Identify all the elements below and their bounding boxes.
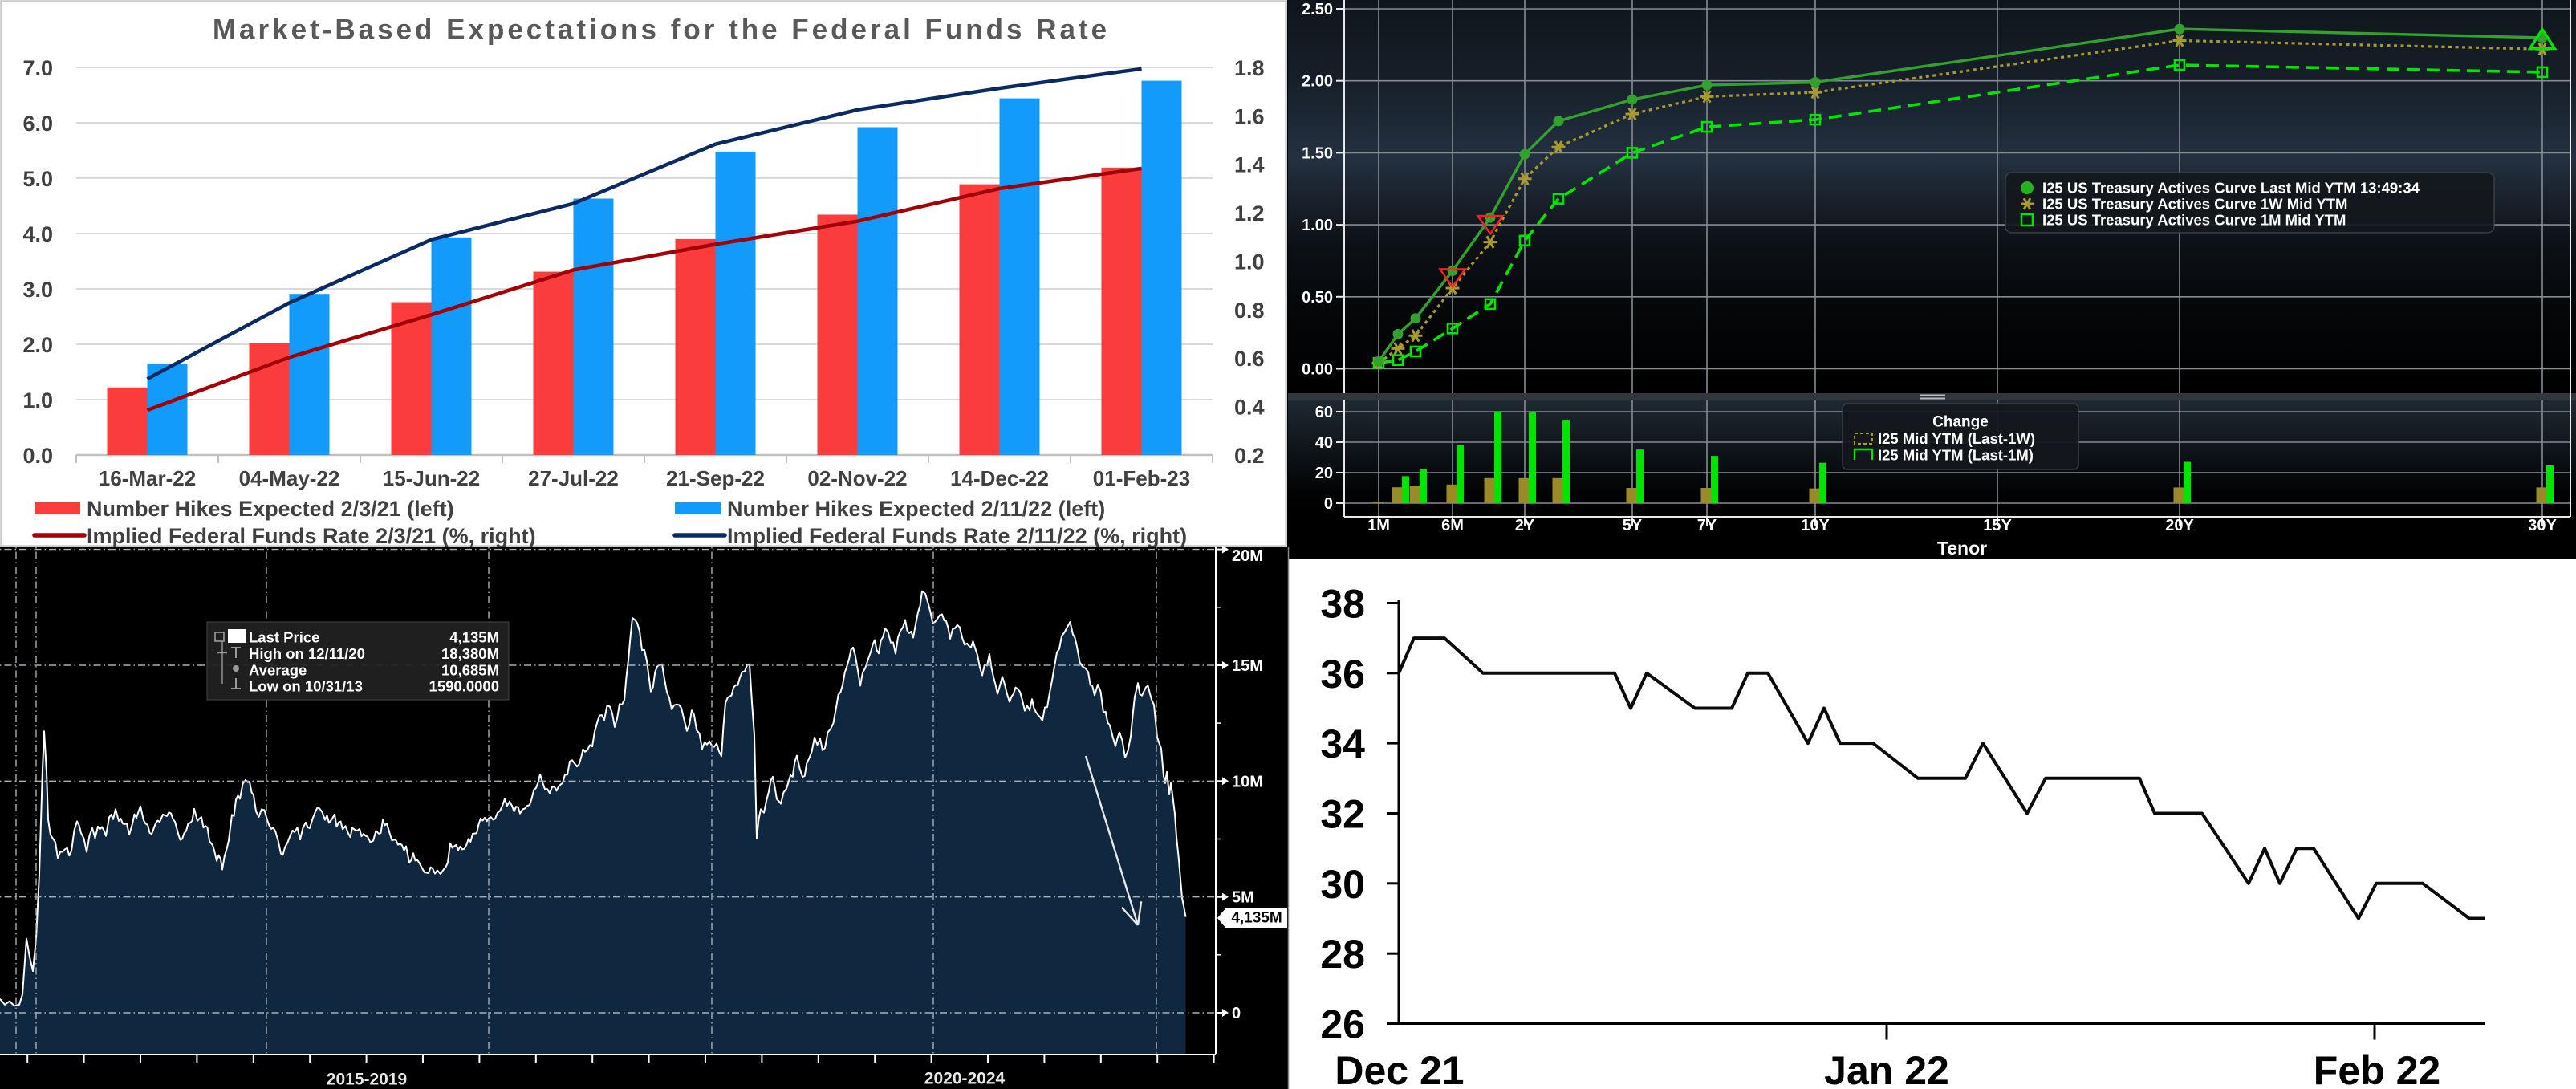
svg-text:I25 US Treasury Actives Curve: I25 US Treasury Actives Curve Last Mid Y… [2042, 180, 2420, 197]
svg-text:4.0: 4.0 [22, 222, 53, 246]
svg-text:15-Jun-22: 15-Jun-22 [383, 466, 480, 490]
svg-text:1.6: 1.6 [1234, 104, 1265, 128]
svg-text:I25 US Treasury Actives Curve: I25 US Treasury Actives Curve 1M Mid YTM [2042, 212, 2346, 229]
svg-text:I25 US Treasury Actives Curve: I25 US Treasury Actives Curve 1W Mid YTM [2042, 196, 2347, 213]
svg-text:26: 26 [1320, 1002, 1365, 1047]
svg-text:Number Hikes Expected 2/3/21 (: Number Hikes Expected 2/3/21 (left) [87, 497, 454, 521]
svg-text:Implied Federal Funds Rate 2/1: Implied Federal Funds Rate 2/11/22 (%, r… [727, 524, 1187, 548]
svg-text:38: 38 [1320, 582, 1365, 627]
svg-text:1.0: 1.0 [22, 388, 53, 412]
svg-text:20: 20 [1315, 465, 1333, 482]
svg-text:2020-2024: 2020-2024 [924, 1070, 1006, 1088]
svg-text:15Y: 15Y [1983, 517, 2012, 534]
svg-text:Implied Federal Funds Rate 2/3: Implied Federal Funds Rate 2/3/21 (%, ri… [87, 524, 536, 548]
svg-text:Average: Average [249, 662, 307, 679]
svg-text:1.4: 1.4 [1234, 153, 1265, 177]
svg-text:04-May-22: 04-May-22 [239, 466, 340, 490]
svg-text:28: 28 [1320, 932, 1365, 977]
svg-text:Feb 22: Feb 22 [2314, 1048, 2440, 1089]
svg-text:0: 0 [1324, 495, 1333, 513]
svg-text:34: 34 [1320, 721, 1365, 766]
svg-text:10,685M: 10,685M [441, 662, 499, 679]
svg-text:Low on 10/31/13: Low on 10/31/13 [249, 678, 363, 695]
svg-text:20Y: 20Y [2165, 517, 2194, 534]
svg-text:Dec 21: Dec 21 [1335, 1048, 1464, 1089]
svg-text:10Y: 10Y [1801, 517, 1830, 534]
svg-text:14-Dec-22: 14-Dec-22 [950, 466, 1049, 490]
svg-text:I25 Mid YTM (Last-1M): I25 Mid YTM (Last-1M) [1878, 447, 2034, 464]
svg-text:0.2: 0.2 [1234, 444, 1265, 468]
svg-text:1.8: 1.8 [1234, 56, 1265, 80]
svg-text:1M: 1M [1367, 517, 1390, 534]
svg-text:0.6: 0.6 [1234, 347, 1265, 371]
svg-text:2.0: 2.0 [22, 333, 53, 357]
svg-text:Change: Change [1932, 414, 1989, 431]
svg-text:0.0: 0.0 [22, 444, 53, 468]
svg-text:27-Jul-22: 27-Jul-22 [528, 466, 619, 490]
svg-text:20M: 20M [1232, 547, 1263, 565]
svg-text:I25 Mid YTM (Last-1W): I25 Mid YTM (Last-1W) [1878, 430, 2035, 447]
svg-text:15M: 15M [1232, 657, 1263, 675]
svg-text:Jan 22: Jan 22 [1824, 1048, 1949, 1089]
svg-text:30: 30 [1320, 862, 1365, 907]
svg-text:Tenor: Tenor [1937, 538, 1987, 559]
svg-text:3.0: 3.0 [22, 278, 53, 302]
svg-text:6.0: 6.0 [22, 112, 53, 136]
svg-text:1.50: 1.50 [1302, 144, 1333, 162]
svg-text:60: 60 [1315, 404, 1333, 421]
svg-text:32: 32 [1320, 792, 1365, 837]
svg-text:02-Nov-22: 02-Nov-22 [807, 466, 907, 490]
svg-text:2.00: 2.00 [1302, 73, 1333, 91]
svg-text:6M: 6M [1441, 517, 1464, 534]
svg-text:36: 36 [1320, 652, 1365, 697]
svg-text:Market-Based Expectations fo: Market-Based Expectations for the Federa… [213, 14, 1110, 46]
svg-text:5Y: 5Y [1623, 517, 1643, 534]
svg-text:21-Sep-22: 21-Sep-22 [666, 466, 765, 490]
svg-text:0: 0 [1232, 1005, 1241, 1022]
svg-text:0.00: 0.00 [1302, 361, 1333, 379]
svg-text:Number Hikes Expected 2/11/22: Number Hikes Expected 2/11/22 (left) [727, 497, 1105, 521]
svg-text:0.50: 0.50 [1302, 289, 1333, 307]
svg-text:7.0: 7.0 [22, 56, 53, 80]
svg-text:2.50: 2.50 [1302, 1, 1333, 18]
svg-text:1.2: 1.2 [1234, 201, 1265, 226]
svg-text:0.8: 0.8 [1234, 299, 1265, 323]
svg-text:2015-2019: 2015-2019 [327, 1071, 407, 1089]
svg-text:40: 40 [1315, 434, 1333, 452]
svg-text:7Y: 7Y [1697, 517, 1717, 534]
svg-text:1.0: 1.0 [1234, 250, 1265, 274]
svg-text:18,380M: 18,380M [441, 645, 499, 662]
svg-text:10M: 10M [1232, 773, 1263, 790]
svg-text:16-Mar-22: 16-Mar-22 [99, 466, 196, 490]
svg-text:5.0: 5.0 [22, 167, 53, 191]
svg-text:1590.0000: 1590.0000 [429, 678, 499, 695]
svg-text:4,135M: 4,135M [1231, 910, 1282, 927]
svg-text:30Y: 30Y [2528, 517, 2557, 534]
svg-text:4,135M: 4,135M [449, 629, 499, 646]
svg-text:01-Feb-23: 01-Feb-23 [1093, 466, 1190, 490]
svg-text:2Y: 2Y [1515, 517, 1535, 534]
svg-text:Last Price: Last Price [249, 629, 319, 646]
svg-text:High on 12/11/20: High on 12/11/20 [249, 645, 365, 662]
svg-text:0.4: 0.4 [1234, 396, 1265, 420]
svg-text:1.00: 1.00 [1302, 217, 1333, 234]
svg-text:5M: 5M [1232, 889, 1254, 907]
